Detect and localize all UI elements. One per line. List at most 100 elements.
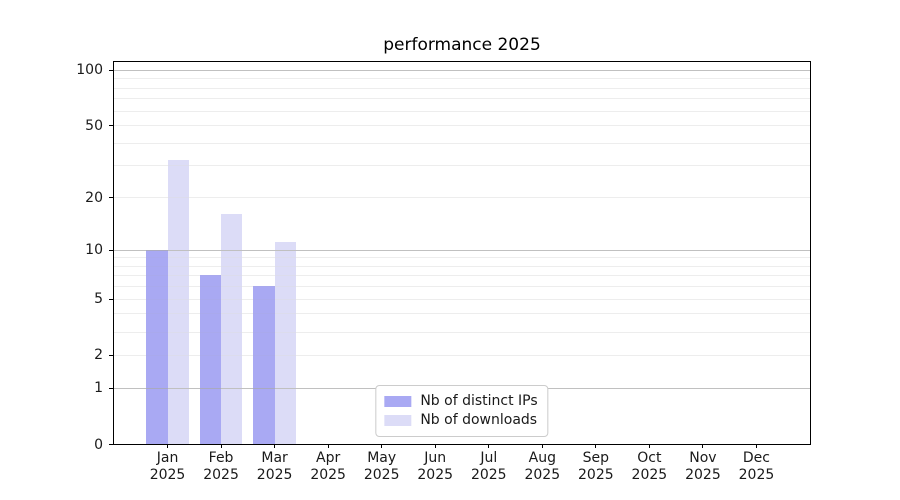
x-tick-month: Jul [480, 450, 498, 466]
x-tick-mark [541, 444, 543, 448]
y-tick-label: 2 [94, 347, 103, 364]
legend: Nb of distinct IPs Nb of downloads [375, 385, 549, 437]
x-tick-month: Oct [637, 450, 662, 466]
x-tick-label: Jan 2025 [133, 450, 203, 484]
bar-nb-of-distinct-ips-mar [253, 286, 275, 444]
bar-nb-of-distinct-ips-feb [199, 275, 222, 444]
x-tick-year: 2025 [524, 467, 561, 483]
gridline-minor [114, 78, 810, 80]
x-tick-mark [220, 444, 222, 448]
x-tick-mark [755, 444, 757, 448]
x-tick-month: Jun [424, 450, 447, 466]
y-tick-label: 5 [94, 291, 103, 308]
y-tick-mark [109, 444, 113, 445]
x-tick-year: 2025 [738, 467, 775, 483]
x-tick-year: 2025 [685, 467, 721, 483]
x-tick-month: May [367, 450, 397, 466]
x-tick-year: 2025 [149, 467, 186, 483]
x-tick-month: Sep [582, 450, 610, 466]
x-tick-label: Nov 2025 [668, 450, 738, 484]
legend-label-downloads: Nb of downloads [420, 412, 538, 428]
x-tick-label: Mar 2025 [240, 450, 310, 484]
y-tick-label: 10 [85, 242, 103, 258]
x-tick-label: Feb 2025 [186, 450, 256, 484]
gridline-minor [114, 165, 810, 167]
legend-item-distinct-ips: Nb of distinct IPs [384, 393, 538, 410]
y-axis: 0 1 2 5 10 20 50 100 [0, 61, 113, 453]
gridline-minor [114, 331, 810, 333]
legend-swatch-distinct-ips [384, 396, 412, 407]
x-tick-mark [702, 444, 704, 448]
x-tick-label: May 2025 [347, 450, 417, 484]
x-tick-mark [327, 444, 329, 448]
x-tick-mark [434, 444, 436, 448]
legend-item-downloads: Nb of downloads [384, 412, 537, 429]
gridlines-layer [114, 62, 810, 444]
y-tick-mark [109, 298, 113, 300]
chart-title: performance 2025 [383, 35, 541, 55]
x-tick-year: 2025 [203, 467, 239, 483]
x-tick-label: Oct 2025 [614, 450, 684, 484]
x-tick-mark [648, 444, 650, 448]
gridline-minor [114, 298, 810, 300]
gridline-minor [114, 313, 810, 315]
gridline-minor [114, 257, 810, 259]
x-tick-label: Dec 2025 [721, 450, 791, 484]
gridline-minor [114, 142, 810, 144]
x-tick-year: 2025 [310, 467, 346, 483]
x-tick-label: Jul 2025 [454, 450, 524, 484]
gridline-minor [114, 87, 810, 89]
x-tick-month: Apr [316, 450, 341, 466]
bar-nb-of-downloads-mar [274, 242, 297, 444]
gridline-minor [114, 286, 810, 288]
gridline-major [114, 249, 810, 251]
plot-area: Nb of distinct IPs Nb of downloads [113, 61, 811, 445]
y-tick-mark [109, 69, 113, 71]
gridline-minor [114, 354, 810, 356]
x-tick-year: 2025 [631, 467, 668, 483]
y-tick-label: 1 [94, 380, 103, 397]
gridline-minor [114, 197, 810, 199]
x-axis: Jan 2025 Feb 2025 Mar 2025 Apr 2025 May 2025 Jun 20… [114, 444, 810, 494]
x-tick-year: 2025 [470, 467, 507, 483]
x-tick-mark [488, 444, 490, 448]
x-tick-label: Aug 2025 [507, 450, 577, 484]
x-tick-mark [381, 444, 383, 448]
y-tick-mark [109, 125, 113, 127]
y-tick-label: 20 [85, 189, 103, 206]
y-tick-mark [109, 354, 113, 356]
x-tick-mark [167, 444, 169, 448]
x-tick-month: Dec [742, 450, 770, 466]
x-tick-label: Sep 2025 [561, 450, 631, 484]
gridline-minor [114, 275, 810, 277]
x-tick-month: Mar [261, 450, 288, 466]
gridline-major [114, 69, 810, 71]
gridline-minor [114, 125, 810, 127]
x-tick-month: Nov [689, 450, 717, 466]
bars-layer [114, 62, 810, 444]
bar-nb-of-downloads-jan [167, 160, 189, 444]
y-tick-mark [109, 197, 113, 199]
x-tick-year: 2025 [417, 467, 454, 483]
y-tick-mark [109, 387, 113, 389]
legend-label-distinct-ips: Nb of distinct IPs [420, 393, 538, 409]
x-tick-year: 2025 [256, 467, 293, 483]
legend-swatch-downloads [384, 415, 412, 426]
x-tick-label: Apr 2025 [293, 450, 363, 484]
x-tick-mark [595, 444, 597, 448]
gridline-minor [114, 265, 810, 267]
x-tick-label: Jun 2025 [400, 450, 470, 484]
x-tick-year: 2025 [363, 467, 400, 483]
y-tick-label: 0 [94, 436, 103, 453]
bar-nb-of-distinct-ips-jan [146, 249, 168, 444]
bar-nb-of-downloads-feb [221, 214, 243, 444]
y-tick-label: 50 [85, 117, 103, 134]
x-tick-month: Aug [528, 450, 556, 466]
x-tick-year: 2025 [578, 467, 614, 483]
gridline-minor [114, 110, 810, 112]
x-tick-mark [274, 444, 276, 448]
x-tick-month: Jan [156, 450, 179, 466]
y-tick-label: 100 [76, 62, 103, 79]
gridline-minor [114, 98, 810, 100]
